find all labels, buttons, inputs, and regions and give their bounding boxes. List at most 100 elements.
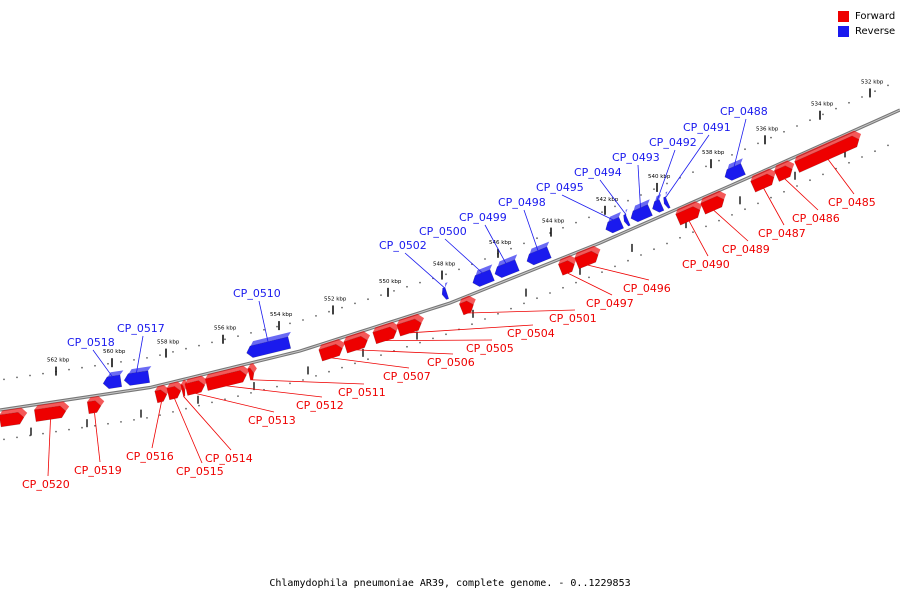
gene-label-cp-0520[interactable]: CP_0520: [22, 478, 70, 491]
lower-guide-dot: [276, 385, 278, 388]
upper-guide-dot: [354, 302, 356, 305]
gene-arrow-cp-0517[interactable]: [123, 366, 154, 386]
gene-label-cp-0499[interactable]: CP_0499: [459, 211, 507, 224]
gene-arrow-cp-0505[interactable]: [371, 320, 402, 345]
lower-guide-dot: [302, 379, 304, 381]
gene-label-cp-0490[interactable]: CP_0490: [682, 258, 730, 271]
gene-label-cp-0492[interactable]: CP_0492: [649, 136, 697, 149]
gene-arrow-cp-0494[interactable]: [620, 209, 634, 227]
gene-arrow-cp-0512[interactable]: [204, 364, 252, 391]
gene-label-cp-0487[interactable]: CP_0487: [758, 227, 806, 240]
gene-arrow-cp-0510[interactable]: [244, 331, 294, 359]
gene-arrow-cp-0491[interactable]: [660, 191, 674, 209]
gene-front-face: [441, 287, 450, 300]
gene-top-face: [630, 199, 650, 219]
gene-arrow-cp-0516[interactable]: [154, 384, 172, 404]
gene-arrow-cp-0501[interactable]: [458, 294, 480, 316]
gene-label-cp-0500[interactable]: CP_0500: [419, 225, 467, 238]
gene-label-cp-0511[interactable]: CP_0511: [338, 386, 386, 399]
gene-label-cp-0507[interactable]: CP_0507: [383, 370, 431, 383]
gene-label-cp-0493[interactable]: CP_0493: [612, 151, 660, 164]
leader-line: [827, 158, 855, 195]
upper-guide-dot: [42, 372, 44, 375]
gene-label-cp-0485[interactable]: CP_0485: [828, 196, 876, 209]
gene-arrow-cp-0518[interactable]: [102, 370, 126, 389]
lower-guide-dot: [718, 219, 720, 222]
gene-arrow-cp-0487[interactable]: [749, 167, 780, 193]
leader-line: [136, 335, 144, 373]
gene-arrow-partial[interactable]: [0, 407, 29, 428]
leader-line: [356, 349, 454, 355]
gene-arrow-cp-0520[interactable]: [33, 401, 71, 422]
gene-label-cp-0518[interactable]: CP_0518: [67, 336, 115, 349]
gene-front-face: [318, 343, 343, 362]
gene-label-cp-0510[interactable]: CP_0510: [233, 287, 281, 300]
gene-top-face: [184, 375, 208, 386]
gene-label-cp-0498[interactable]: CP_0498: [498, 196, 546, 209]
gene-arrow-cp-0500[interactable]: [469, 264, 498, 288]
leader-line: [733, 118, 747, 168]
gene-label-cp-0505[interactable]: CP_0505: [466, 342, 514, 355]
lower-guide-dot: [809, 179, 811, 182]
upper-guide-dot: [536, 237, 538, 240]
upper-guide-dot: [783, 130, 785, 133]
gene-label-cp-0495[interactable]: CP_0495: [536, 181, 584, 194]
upper-guide-dot: [822, 113, 824, 116]
gene-label-cp-0513[interactable]: CP_0513: [248, 414, 296, 427]
lower-guide-dot: [328, 370, 330, 373]
gene-arrow-cp-0488[interactable]: [721, 158, 749, 182]
lower-guide-dot: [211, 401, 213, 404]
lower-guide-dot: [198, 404, 200, 407]
gene-arrow-cp-0499[interactable]: [491, 254, 523, 279]
leader-line: [251, 379, 365, 385]
gene-front-face: [773, 165, 793, 182]
gene-label-cp-0489[interactable]: CP_0489: [722, 243, 770, 256]
gene-arrow-cp-0519[interactable]: [86, 395, 106, 414]
gene-front-face: [750, 173, 775, 193]
tick-label: 552 kbp: [324, 296, 347, 302]
gene-front-face: [574, 250, 599, 270]
gene-label-cp-0496[interactable]: CP_0496: [623, 282, 671, 295]
gene-label-cp-0516[interactable]: CP_0516: [126, 450, 174, 463]
gene-arrow-cp-0489[interactable]: [699, 189, 730, 215]
lower-guide-dot: [744, 208, 746, 211]
gene-label-cp-0497[interactable]: CP_0497: [586, 297, 634, 310]
gene-label-cp-0494[interactable]: CP_0494: [574, 166, 622, 179]
gene-arrow-cp-0507[interactable]: [317, 338, 348, 362]
gene-label-cp-0515[interactable]: CP_0515: [176, 465, 224, 478]
gene-arrow-cp-0504[interactable]: [396, 312, 428, 337]
gene-arrow-cp-0498[interactable]: [523, 241, 555, 267]
gene-front-face: [494, 259, 520, 279]
gene-arrow-cp-0493[interactable]: [627, 199, 656, 224]
gene-label-cp-0501[interactable]: CP_0501: [549, 312, 597, 325]
gene-top-face: [574, 245, 601, 258]
gene-arrow-cp-0490[interactable]: [674, 199, 706, 226]
gene-label-cp-0517[interactable]: CP_0517: [117, 322, 165, 335]
gene-arrow-cp-0506[interactable]: [342, 330, 373, 354]
lower-guide-dot: [406, 345, 408, 348]
gene-arrow-cp-0497[interactable]: [557, 253, 581, 276]
gene-label-cp-0488[interactable]: CP_0488: [720, 105, 768, 118]
gene-arrow-cp-0511[interactable]: [247, 363, 260, 381]
gene-label-cp-0514[interactable]: CP_0514: [205, 452, 253, 465]
gene-arrow-cp-0492[interactable]: [648, 194, 667, 214]
gene-front-face: [526, 246, 552, 266]
gene-label-cp-0486[interactable]: CP_0486: [792, 212, 840, 225]
gene-label-cp-0504[interactable]: CP_0504: [507, 327, 555, 340]
gene-arrow-cp-0515[interactable]: [166, 380, 186, 401]
gene-label-cp-0506[interactable]: CP_0506: [427, 356, 475, 369]
upper-guide-dot: [159, 354, 161, 356]
gene-label-cp-0512[interactable]: CP_0512: [296, 399, 344, 412]
upper-guide-dot: [653, 188, 655, 191]
gene-label-cp-0502[interactable]: CP_0502: [379, 239, 427, 252]
leader-line: [174, 398, 203, 464]
upper-guide-dot: [94, 364, 96, 367]
gene-label-cp-0491[interactable]: CP_0491: [683, 121, 731, 134]
gene-arrow-cp-0496[interactable]: [573, 244, 604, 270]
gene-arrow-cp-0486[interactable]: [773, 158, 799, 182]
gene-arrow-cp-0495[interactable]: [602, 211, 628, 235]
gene-arrow-cp-0513[interactable]: [184, 374, 210, 396]
legend-reverse: Reverse: [838, 24, 895, 38]
gene-label-cp-0519[interactable]: CP_0519: [74, 464, 122, 477]
gene-arrow-cp-0485[interactable]: [793, 129, 865, 173]
